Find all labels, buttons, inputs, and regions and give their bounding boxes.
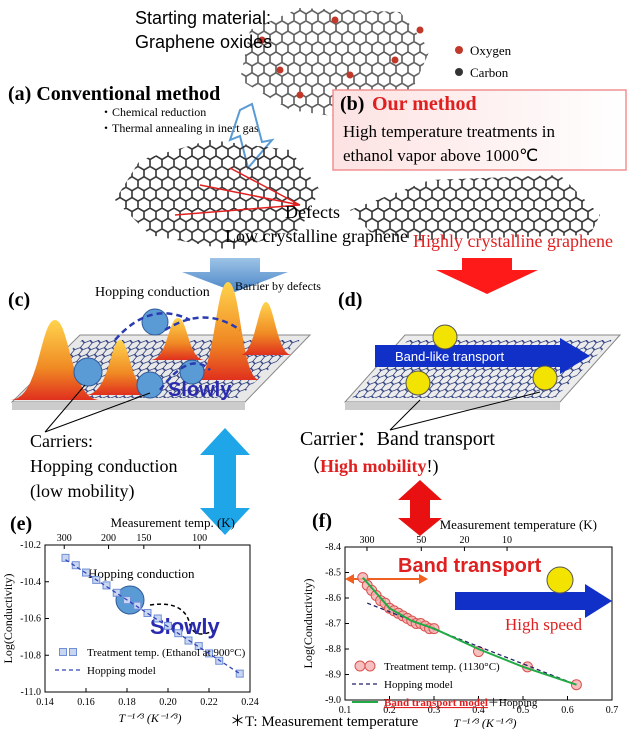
x-tick-label: 0.7	[606, 705, 619, 716]
y-axis-label: Log(Conductivity)	[301, 579, 315, 669]
caption: Barrier by defects	[235, 279, 321, 293]
x2-tick-label: 200	[101, 533, 116, 544]
x-tick-label: 0.18	[118, 697, 136, 708]
panel-label: (d)	[338, 289, 362, 311]
caption: （High mobility!)	[302, 456, 439, 477]
y-tick-label: -8.4	[325, 542, 341, 553]
annotation: Band transport	[398, 555, 542, 577]
legend-label: Hopping model	[87, 665, 156, 677]
panel-title: (a) Conventional method	[8, 83, 220, 105]
x-axis-label: T⁻¹ᐟ³ (K⁻¹ᐟ³)	[454, 716, 517, 729]
caption: Hopping conduction	[95, 285, 210, 300]
list-item: ・Chemical reduction	[100, 105, 206, 119]
x-tick-label: 0.20	[159, 697, 177, 708]
x-tick-label: 0.24	[241, 697, 259, 708]
x2-tick-label: 10	[502, 535, 512, 546]
y-tick-label: -10.6	[20, 614, 41, 625]
y-tick-label: -10.4	[20, 577, 41, 588]
slab-edge	[345, 402, 560, 410]
y-tick-label: -9.0	[325, 695, 341, 706]
x2-axis-label: Measurement temp. (K)	[110, 515, 235, 530]
slab-edge	[12, 402, 245, 410]
x-tick-label: 0.14	[36, 697, 54, 708]
legend-label: ＋Hopping	[488, 697, 538, 709]
caption: Hopping conduction	[30, 456, 177, 476]
y-tick-label: -8.9	[325, 670, 341, 681]
caption: ethanol vapor above 1000℃	[343, 146, 538, 165]
legend-label: Treatment temp. (1130°C)	[384, 661, 500, 673]
legend-label: Treatment temp. (1130°C)	[384, 661, 500, 673]
caption: Carriers:	[30, 431, 93, 451]
caption: Graphene oxides	[135, 32, 272, 52]
y-tick-label: -11.0	[21, 687, 41, 698]
x-axis-label: T⁻¹ᐟ³ (K⁻¹ᐟ³)	[119, 711, 182, 725]
annotation: Hopping conduction	[88, 566, 195, 581]
arrow	[436, 258, 538, 294]
y-tick-label: -8.8	[325, 644, 341, 655]
y-tick-label: -8.7	[325, 619, 341, 630]
carrier	[547, 567, 573, 593]
data-point	[134, 602, 141, 609]
legend-marker	[60, 649, 67, 656]
caption: High mobility	[320, 456, 427, 476]
caption: (low mobility)	[30, 481, 135, 502]
x2-tick-label: 20	[459, 535, 469, 546]
oxygen-dot	[455, 46, 463, 54]
x-tick-label: 0.16	[77, 697, 95, 708]
x-tick-label: 0.6	[561, 705, 574, 716]
caption: Band-like transport	[395, 349, 504, 364]
x-tick-label: 0.1	[339, 705, 352, 716]
x2-tick-label: 300	[359, 535, 374, 546]
legend-label: Hopping model	[87, 665, 156, 677]
panel-label: (e)	[10, 513, 32, 535]
caption: Carrier：Band transport	[300, 428, 495, 450]
caption: Defects	[285, 202, 340, 222]
panel-label: (c)	[8, 289, 30, 311]
legend-label: Band transport model＋Hopping	[384, 697, 538, 709]
legend-marker	[365, 661, 375, 671]
x2-axis-label: Measurement temperature (K)	[440, 517, 597, 532]
caption: High temperature treatments in	[343, 122, 555, 141]
x2-tick-label: 50	[416, 535, 426, 546]
caption: （	[302, 456, 320, 476]
legend-marker	[70, 649, 77, 656]
footnote: ＊T: Measurement temperature	[230, 714, 419, 729]
legend-label: Treatment temp. (Ethanol at 900°C)	[87, 647, 246, 659]
annotation: High speed	[505, 615, 582, 634]
x2-tick-label: 100	[192, 533, 207, 544]
panel-label: (b)	[340, 93, 364, 115]
caption: !)	[427, 456, 439, 477]
y-axis-label: Log(Conductivity)	[1, 574, 15, 664]
y-tick-label: -8.5	[325, 568, 341, 579]
figure: Oxygen Carbon Starting material: Graphen…	[0, 0, 628, 729]
x-tick-label: 0.22	[200, 697, 218, 708]
legend-marker	[355, 661, 365, 671]
y-tick-label: -8.6	[325, 593, 341, 604]
double-arrow	[398, 480, 442, 536]
carbon-dot	[455, 68, 463, 76]
legend-label: Band transport model	[384, 697, 488, 709]
legend-label: Hopping model	[384, 679, 453, 691]
legend-label: Treatment temp. (Ethanol at 900°C)	[87, 647, 246, 659]
legend-label: Oxygen	[470, 43, 512, 58]
x2-tick-label: 150	[136, 533, 151, 544]
legend-label: Hopping model	[384, 679, 453, 691]
y-tick-label: -10.2	[20, 540, 41, 551]
y-tick-label: -10.8	[20, 650, 41, 661]
caption: Starting material:	[135, 8, 271, 28]
x2-tick-label: 300	[57, 533, 72, 544]
caption: Slowly	[168, 379, 232, 401]
transport-arrow	[455, 584, 612, 618]
caption: Highly crystalline graphene	[413, 231, 613, 251]
panel-title: Our method	[372, 93, 477, 115]
data-point	[236, 670, 243, 677]
arrow-head	[345, 574, 354, 584]
legend-label: Carbon	[470, 65, 509, 80]
panel-label: (f)	[312, 510, 332, 532]
